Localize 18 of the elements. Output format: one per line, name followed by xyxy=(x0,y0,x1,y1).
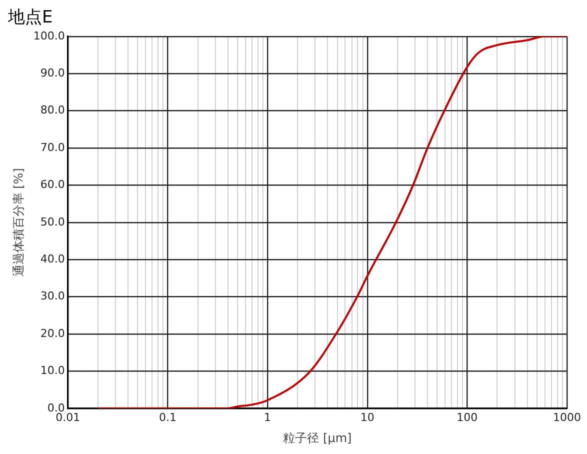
y-tick-label: 10.0 xyxy=(40,364,65,378)
x-tick-label: 10 xyxy=(360,410,374,424)
y-tick-label: 100.0 xyxy=(33,29,65,42)
y-tick-label: 40.0 xyxy=(40,252,65,266)
x-tick-label: 100 xyxy=(456,410,478,424)
x-tick-label: 1 xyxy=(264,410,272,424)
x-axis-title: 粒子径 [µm] xyxy=(283,430,352,445)
y-tick-label: 60.0 xyxy=(40,178,65,192)
chart-title: 地点E xyxy=(7,8,53,28)
y-tick-label: 50.0 xyxy=(40,215,65,228)
x-tick-label: 1000 xyxy=(553,410,581,424)
y-tick-label: 30.0 xyxy=(40,290,65,303)
y-tick-label: 80.0 xyxy=(40,104,65,117)
y-tick-label: 70.0 xyxy=(40,140,65,154)
y-axis-title: 通過体積百分率 [%] xyxy=(11,168,26,277)
x-tick-label: 0.1 xyxy=(158,410,176,424)
y-tick-label: 90.0 xyxy=(40,66,65,80)
y-tick-label: 20.0 xyxy=(40,326,65,340)
